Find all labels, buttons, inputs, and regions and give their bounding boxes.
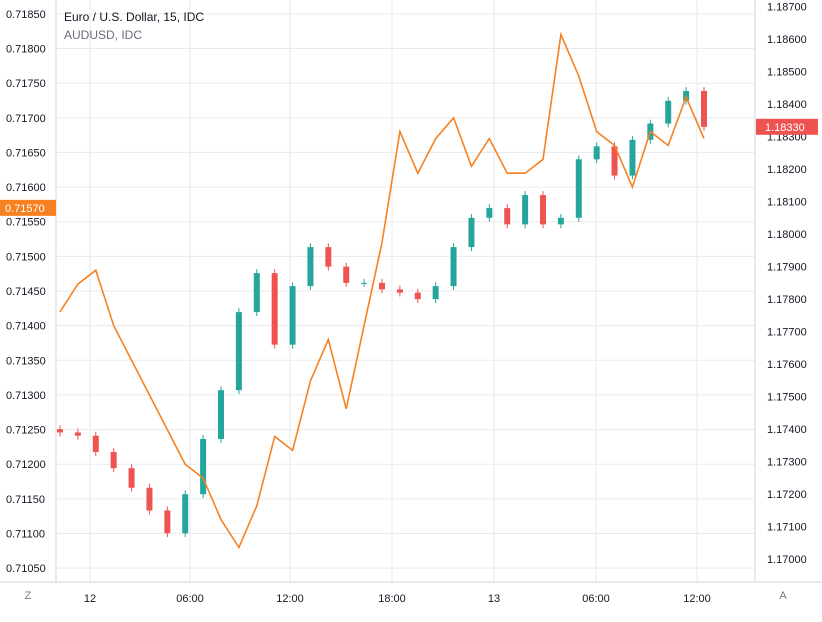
candle-body	[414, 292, 421, 300]
audusd-last-value-badge	[0, 199, 56, 216]
right-axis-tick-label: 1.18400	[767, 99, 807, 111]
right-axis-tick-label: 1.18000	[767, 229, 807, 241]
auto-scale-button[interactable]: A	[779, 590, 787, 602]
candle-body	[128, 468, 135, 488]
candle-body	[432, 286, 439, 300]
candle-body	[450, 247, 457, 287]
candle-body	[468, 217, 475, 248]
candle-body	[235, 312, 242, 391]
candle-body	[92, 435, 99, 452]
time-axis-tick-label: 18:00	[378, 593, 406, 605]
candle-body	[611, 146, 618, 176]
eurusd-last-price-badge	[756, 118, 818, 135]
right-axis-tick-label: 1.18100	[767, 197, 807, 209]
audusd-series-line	[59, 31, 705, 550]
right-axis-tick-label: 1.18700	[767, 2, 807, 14]
right-axis-tick-label: 1.17200	[767, 489, 807, 501]
axes: 0.71850 0.71800 0.71750 0.71700 0.71650 0.716…	[0, 0, 822, 605]
candle-body	[540, 195, 546, 225]
grid-lines	[56, 0, 755, 582]
candle-body	[396, 289, 403, 293]
left-axis-tick-label: 0.71150	[6, 494, 45, 506]
left-axis-tick-label: 0.71350	[6, 355, 46, 367]
candle-body	[307, 247, 314, 287]
right-axis-tick-label: 1.18200	[767, 164, 807, 176]
candle-body	[593, 146, 600, 160]
left-axis-tick-label: 0.71500	[6, 251, 46, 263]
left-axis-tick-label: 0.71600	[6, 182, 46, 194]
candle-body	[701, 91, 707, 127]
time-axis-tick-label: 12:00	[276, 593, 304, 605]
candle-body	[361, 282, 368, 284]
legend-compare-series[interactable]: AUDUSD, IDC	[64, 28, 143, 42]
candle-body	[575, 159, 582, 218]
time-axis-tick-label: 12:00	[683, 593, 711, 605]
candle-body	[629, 139, 636, 176]
time-axis-tick-label: 06:00	[582, 593, 610, 605]
left-axis-tick-label: 0.71200	[6, 459, 46, 471]
right-axis-tick-label: 1.18600	[767, 34, 807, 46]
right-axis-tick-label: 1.17500	[767, 392, 807, 404]
left-axis-tick-label: 0.71650	[6, 147, 46, 159]
audusd-last-value-label: 0.71570	[5, 203, 45, 215]
candle-body	[486, 208, 493, 218]
eurusd-last-price-label: 1.18330	[765, 122, 805, 134]
left-axis-tick-label: 0.71450	[6, 286, 46, 298]
left-axis-tick-label: 0.71400	[6, 321, 46, 333]
chart-legend: Euro / U.S. Dollar, 15, IDC AUDUSD, IDC	[64, 8, 204, 44]
time-axis-tick-label: 06:00	[176, 593, 204, 605]
left-axis-tick-label: 0.71850	[6, 9, 46, 21]
time-axis-tick-label: 12	[84, 593, 96, 605]
candle-body	[504, 208, 511, 225]
candle-body	[343, 266, 350, 283]
candle-body	[253, 273, 260, 313]
left-axis-tick-label: 0.71750	[6, 78, 46, 90]
candle-body	[146, 487, 153, 511]
right-axis-tick-label: 1.17000	[767, 554, 807, 566]
candle-body	[182, 494, 189, 534]
eurusd-candlesticks	[57, 87, 707, 538]
candle-body	[74, 432, 81, 436]
left-axis-tick-label: 0.71100	[6, 529, 45, 541]
candle-body	[379, 282, 385, 290]
candle-body	[110, 451, 117, 469]
timezone-button[interactable]: Z	[24, 590, 32, 602]
right-axis-tick-label: 1.17400	[767, 424, 807, 436]
right-axis-tick-label: 1.17300	[767, 457, 807, 469]
candle-body	[522, 195, 529, 225]
left-axis-tick-label: 0.71550	[6, 217, 46, 229]
time-axis-tick-label: 13	[488, 593, 500, 605]
right-axis-tick-label: 1.18500	[767, 67, 807, 79]
candle-body	[200, 438, 207, 495]
candle-body	[289, 286, 296, 345]
right-axis-tick-label: 1.17800	[767, 294, 807, 306]
candle-body	[557, 217, 564, 225]
candle-body	[325, 247, 332, 267]
left-axis-tick-label: 0.71800	[6, 44, 46, 56]
candle-body	[665, 100, 672, 124]
left-axis-tick-label: 0.71700	[6, 113, 46, 125]
candle-body	[164, 510, 171, 534]
left-axis-tick-label: 0.71250	[6, 425, 46, 437]
right-axis-tick-label: 1.17100	[767, 522, 807, 534]
right-axis-tick-label: 1.17600	[767, 359, 807, 371]
right-axis-tick-label: 1.17900	[767, 262, 807, 274]
legend-main-series[interactable]: Euro / U.S. Dollar, 15, IDC	[64, 10, 205, 24]
audusd-line	[59, 31, 705, 550]
left-axis-tick-label: 0.71300	[6, 390, 46, 402]
candle-body	[271, 273, 278, 345]
candle-body	[57, 429, 63, 433]
right-axis-tick-label: 1.17700	[767, 327, 807, 339]
candle-body	[218, 390, 224, 439]
left-axis-tick-label: 0.71050	[6, 563, 46, 575]
